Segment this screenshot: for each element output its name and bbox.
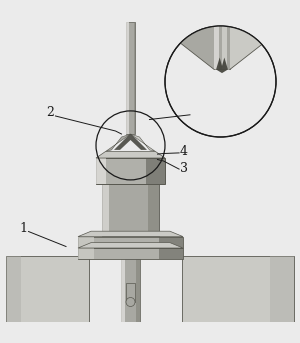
- Bar: [78, 237, 94, 248]
- Bar: [102, 184, 109, 236]
- Polygon shape: [78, 231, 183, 237]
- Bar: [148, 184, 159, 236]
- Polygon shape: [78, 243, 183, 248]
- Bar: [214, 20, 219, 70]
- Polygon shape: [216, 58, 228, 73]
- Bar: [78, 237, 183, 248]
- Bar: [126, 22, 135, 134]
- Bar: [159, 237, 183, 248]
- Polygon shape: [6, 256, 21, 321]
- Bar: [146, 158, 165, 184]
- Bar: [159, 248, 183, 259]
- Polygon shape: [130, 134, 155, 151]
- Polygon shape: [6, 256, 88, 321]
- Circle shape: [126, 297, 135, 307]
- Text: 4: 4: [180, 145, 188, 158]
- Bar: [96, 158, 165, 184]
- Polygon shape: [222, 0, 300, 70]
- Text: 2: 2: [46, 106, 54, 119]
- Polygon shape: [91, 0, 222, 70]
- Bar: [121, 244, 140, 321]
- Bar: [78, 248, 94, 259]
- Bar: [136, 244, 140, 321]
- Bar: [121, 244, 125, 321]
- Circle shape: [165, 26, 276, 137]
- Polygon shape: [114, 134, 147, 150]
- Polygon shape: [106, 134, 130, 151]
- Bar: [96, 158, 106, 184]
- Text: 1: 1: [20, 222, 28, 235]
- Bar: [126, 22, 128, 134]
- Polygon shape: [270, 256, 294, 321]
- Bar: [126, 283, 135, 302]
- Polygon shape: [182, 256, 294, 321]
- Bar: [134, 22, 135, 134]
- Bar: [78, 248, 183, 259]
- Bar: [102, 184, 159, 236]
- Text: 3: 3: [180, 162, 188, 175]
- Bar: [214, 20, 230, 70]
- Polygon shape: [96, 151, 165, 158]
- Bar: [227, 20, 230, 70]
